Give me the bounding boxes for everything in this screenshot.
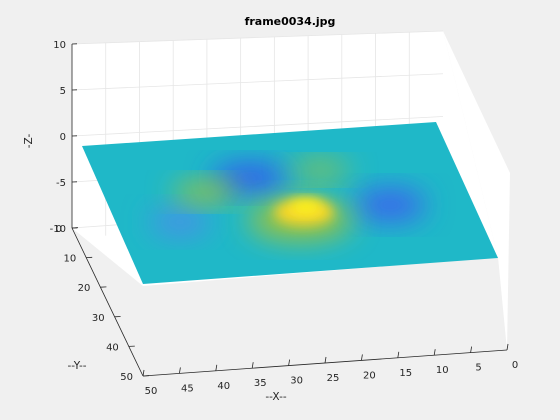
tick-labels: -10 -5 0 5 10 0 10 20 30 40 50 0 5 10 15 20 25 30 35 40 45 50 [50,40,519,397]
chart-title: frame0034.jpg [245,15,336,28]
x-tick [361,354,363,361]
surface-trough [212,164,288,192]
x-tick-label: 15 [399,368,412,379]
z-grid-line [71,30,444,45]
z-tick-label: 10 [53,40,66,51]
x-tick [251,362,254,369]
x-tick [179,367,181,374]
y-axis-label: --Y-- [67,360,86,372]
x-tick-label: 25 [327,373,340,384]
z-grid-line [71,73,444,91]
x-tick [215,364,218,371]
z-tick-label: -10 [50,224,66,235]
x-tick-label: 45 [181,383,194,394]
y-tick-label: 30 [92,313,105,324]
x-tick-label: 5 [475,363,481,374]
z-tick-label: -5 [56,178,66,189]
x-axis-label: --X-- [265,391,287,403]
x-tick-label: 50 [145,386,158,397]
z-tick-label: 0 [60,132,66,143]
x-tick-label: 0 [512,360,518,371]
y-tick-label: 20 [78,283,91,294]
y-tick-label: 10 [63,254,76,265]
x-tick [433,349,436,356]
z-tick-label: 5 [60,86,66,97]
y-tick-label: 50 [120,372,133,383]
right-wall [443,31,510,350]
x-tick-label: 30 [290,376,303,387]
x-tick-label: 40 [217,381,230,392]
surface-peak [173,181,237,203]
x-tick [470,346,472,353]
tick-marks [71,43,509,377]
surface-peak [290,200,322,214]
y-tick-label: 0 [56,224,62,235]
x-tick [324,356,327,364]
x-tick-label: 35 [254,378,267,389]
surface-peak [290,161,350,179]
surface-trough [354,189,426,221]
z-axis-label: -Z- [23,133,35,148]
x-tick [142,369,145,377]
x-tick-label: 10 [436,365,449,376]
z-grid-line [71,116,444,137]
surface [82,122,498,284]
x-tick [506,343,509,351]
x-tick [288,359,290,366]
surface-trough [150,208,210,236]
x-tick [397,351,400,358]
y-tick-label: 40 [106,342,119,353]
x-tick-label: 20 [363,370,376,381]
